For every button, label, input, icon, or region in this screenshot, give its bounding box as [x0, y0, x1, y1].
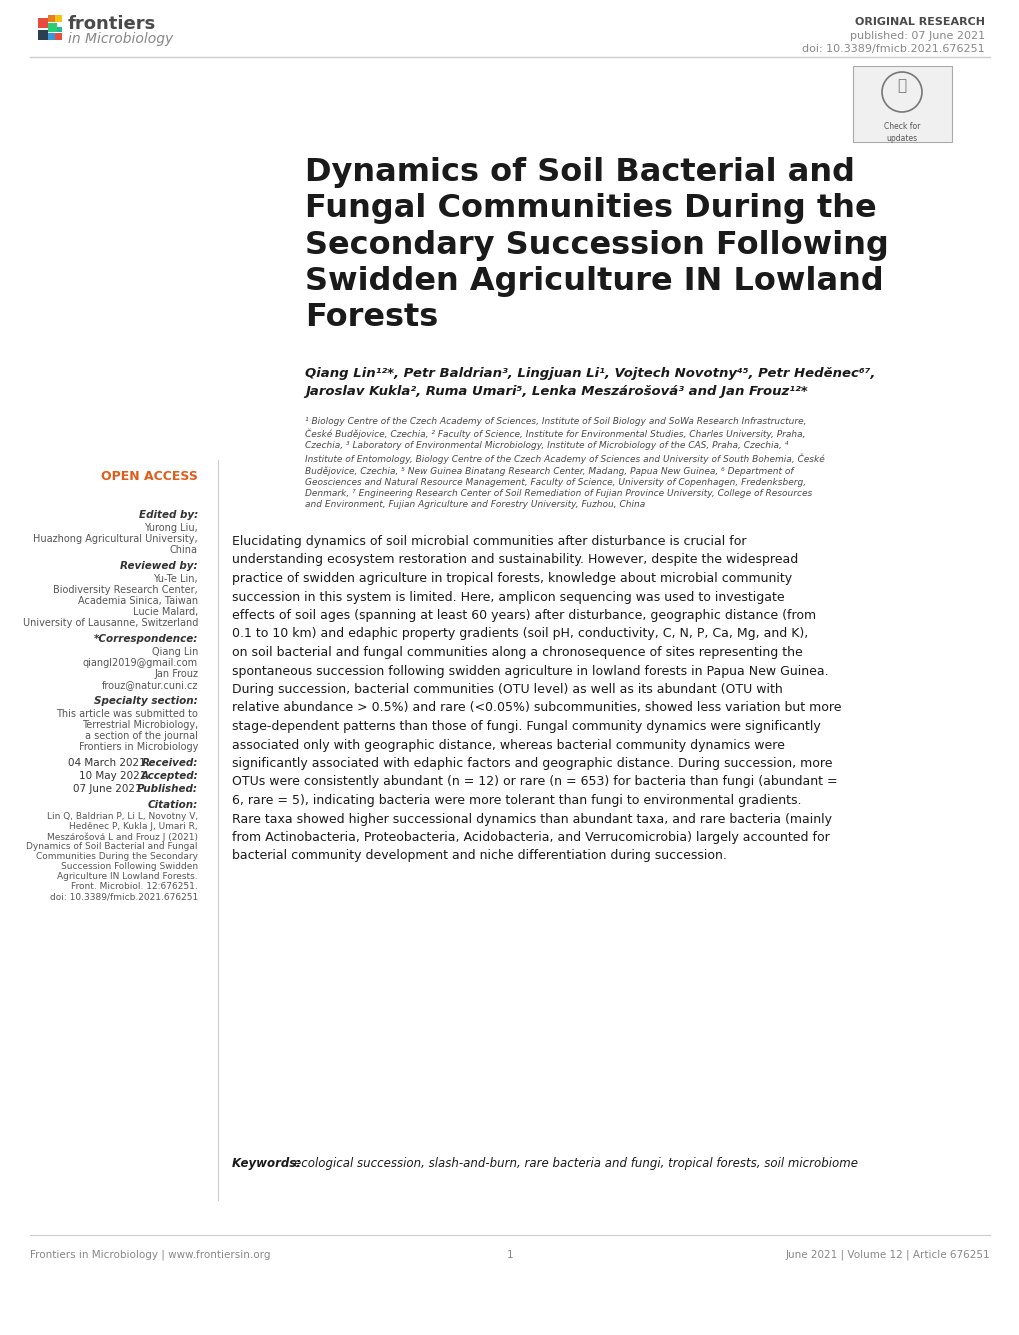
- Text: a section of the journal: a section of the journal: [85, 732, 198, 741]
- Text: Accepted:: Accepted:: [141, 772, 198, 781]
- Text: Yu-Te Lin,: Yu-Te Lin,: [153, 574, 198, 583]
- Text: ecological succession, slash-and-burn, rare bacteria and fungi, tropical forests: ecological succession, slash-and-burn, r…: [293, 1157, 857, 1169]
- Text: doi: 10.3389/fmicb.2021.676251: doi: 10.3389/fmicb.2021.676251: [50, 892, 198, 901]
- Text: Yurong Liu,: Yurong Liu,: [144, 523, 198, 533]
- Text: Specialty section:: Specialty section:: [94, 696, 198, 706]
- Text: 10 May 2021: 10 May 2021: [78, 772, 146, 781]
- Bar: [48, 15, 55, 21]
- Text: Qiang Lin¹²*, Petr Baldrian³, Lingjuan Li¹, Vojtech Novotny⁴⁵, Petr Heděnec⁶⁷,
J: Qiang Lin¹²*, Petr Baldrian³, Lingjuan L…: [305, 367, 874, 398]
- Text: Heděnec P, Kukla J, Umari R,: Heděnec P, Kukla J, Umari R,: [69, 822, 198, 830]
- Text: Keywords:: Keywords:: [231, 1157, 305, 1169]
- Text: Agriculture IN Lowland Forests.: Agriculture IN Lowland Forests.: [57, 872, 198, 881]
- Text: frouz@natur.cuni.cz: frouz@natur.cuni.cz: [102, 680, 198, 690]
- Bar: [57, 27, 62, 32]
- Text: Dynamics of Soil Bacterial and Fungal: Dynamics of Soil Bacterial and Fungal: [26, 842, 198, 850]
- Text: Academia Sinica, Taiwan: Academia Sinica, Taiwan: [77, 595, 198, 606]
- Text: ORIGINAL RESEARCH: ORIGINAL RESEARCH: [854, 17, 984, 27]
- Text: qiangl2019@gmail.com: qiangl2019@gmail.com: [83, 658, 198, 668]
- Text: OPEN ACCESS: OPEN ACCESS: [101, 470, 198, 483]
- Text: Citation:: Citation:: [148, 800, 198, 810]
- Text: Lucie Malard,: Lucie Malard,: [132, 607, 198, 617]
- Text: frontiers: frontiers: [68, 15, 156, 33]
- Text: Published:: Published:: [137, 784, 198, 794]
- Text: Succession Following Swidden: Succession Following Swidden: [61, 862, 198, 870]
- Text: June 2021 | Volume 12 | Article 676251: June 2021 | Volume 12 | Article 676251: [785, 1250, 989, 1260]
- Text: published: 07 June 2021: published: 07 June 2021: [849, 31, 984, 41]
- Bar: [38, 17, 48, 28]
- Bar: [38, 29, 48, 40]
- Text: Edited by:: Edited by:: [139, 510, 198, 521]
- Text: doi: 10.3389/fmicb.2021.676251: doi: 10.3389/fmicb.2021.676251: [802, 44, 984, 53]
- Text: Biodiversity Research Center,: Biodiversity Research Center,: [53, 585, 198, 595]
- Text: 1: 1: [506, 1250, 513, 1260]
- Bar: [55, 15, 62, 21]
- Text: University of Lausanne, Switzerland: University of Lausanne, Switzerland: [22, 618, 198, 627]
- Text: Terrestrial Microbiology,: Terrestrial Microbiology,: [82, 720, 198, 730]
- Text: ¹ Biology Centre of the Czech Academy of Sciences, Institute of Soil Biology and: ¹ Biology Centre of the Czech Academy of…: [305, 417, 824, 509]
- Bar: [48, 33, 55, 40]
- Text: This article was submitted to: This article was submitted to: [56, 709, 198, 720]
- Bar: [48, 23, 57, 32]
- Bar: [55, 33, 62, 40]
- Text: Reviewed by:: Reviewed by:: [120, 561, 198, 571]
- Text: Communities During the Secondary: Communities During the Secondary: [36, 852, 198, 861]
- Text: Elucidating dynamics of soil microbial communities after disturbance is crucial : Elucidating dynamics of soil microbial c…: [231, 535, 841, 862]
- Text: Meszárošová L and Frouz J (2021): Meszárošová L and Frouz J (2021): [47, 832, 198, 841]
- Text: Jan Frouz: Jan Frouz: [154, 669, 198, 680]
- Text: Check for
updates: Check for updates: [882, 121, 919, 143]
- Text: Frontiers in Microbiology: Frontiers in Microbiology: [78, 742, 198, 752]
- Text: in Microbiology: in Microbiology: [68, 32, 173, 45]
- Text: Dynamics of Soil Bacterial and
Fungal Communities During the
Secondary Successio: Dynamics of Soil Bacterial and Fungal Co…: [305, 158, 888, 334]
- Text: 07 June 2021: 07 June 2021: [73, 784, 142, 794]
- Text: Frontiers in Microbiology | www.frontiersin.org: Frontiers in Microbiology | www.frontier…: [30, 1250, 270, 1260]
- Text: China: China: [170, 545, 198, 555]
- FancyBboxPatch shape: [852, 65, 951, 142]
- Text: 🔒: 🔒: [897, 77, 906, 93]
- Text: Lin Q, Baldrian P, Li L, Novotny V,: Lin Q, Baldrian P, Li L, Novotny V,: [47, 812, 198, 821]
- Text: Received:: Received:: [142, 758, 198, 768]
- Text: Front. Microbiol. 12:676251.: Front. Microbiol. 12:676251.: [71, 882, 198, 890]
- Text: Huazhong Agricultural University,: Huazhong Agricultural University,: [34, 534, 198, 543]
- Text: Qiang Lin: Qiang Lin: [152, 647, 198, 657]
- Text: 04 March 2021: 04 March 2021: [68, 758, 146, 768]
- Text: *Correspondence:: *Correspondence:: [94, 634, 198, 643]
